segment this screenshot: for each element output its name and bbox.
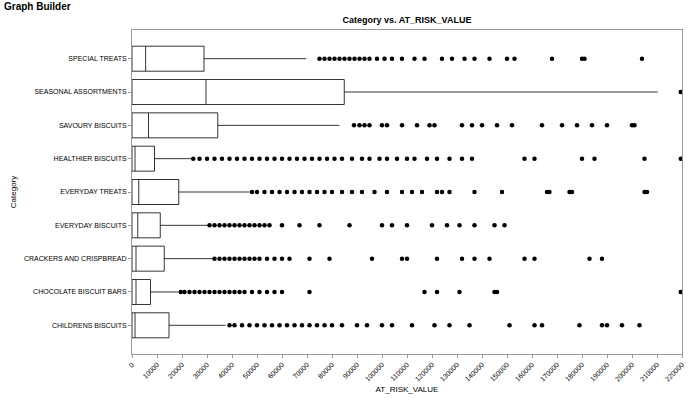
html-text:Graph Builder: Graph Builder [4,1,71,12]
svg-text:150000: 150000 [489,361,511,383]
svg-text:30000: 30000 [191,361,210,380]
svg-text:110000: 110000 [389,361,410,382]
svg-text:SEASONAL ASSORTMENTS: SEASONAL ASSORTMENTS [34,88,127,95]
svg-text:180000: 180000 [564,361,586,383]
svg-text:170000: 170000 [539,361,561,383]
svg-text:AT_RISK_VALUE: AT_RISK_VALUE [376,385,439,394]
svg-text:Category: Category [9,176,18,208]
svg-text:100000: 100000 [364,361,386,383]
svg-text:90000: 90000 [341,361,360,380]
svg-text:80000: 80000 [316,361,335,380]
svg-text:210000: 210000 [639,361,661,383]
svg-text:SPECIAL TREATS: SPECIAL TREATS [68,55,127,62]
svg-text:CHILDRENS BISCUITS: CHILDRENS BISCUITS [52,322,127,329]
svg-text:EVERYDAY BISCUITS: EVERYDAY BISCUITS [55,222,127,229]
svg-text:SAVOURY BISCUITS: SAVOURY BISCUITS [59,122,127,129]
svg-text:Category vs. AT_RISK_VALUE: Category vs. AT_RISK_VALUE [343,15,472,25]
svg-text:10000: 10000 [141,361,160,380]
svg-text:50000: 50000 [241,361,260,380]
svg-text:140000: 140000 [464,361,486,383]
svg-text:40000: 40000 [216,361,235,380]
svg-text:EVERYDAY TREATS: EVERYDAY TREATS [60,188,127,195]
svg-text:160000: 160000 [514,361,536,383]
svg-text:20000: 20000 [166,361,185,380]
svg-text:60000: 60000 [266,361,285,380]
svg-text:CHOCOLATE BISCUIT BARS: CHOCOLATE BISCUIT BARS [33,288,127,295]
svg-text:130000: 130000 [439,361,461,383]
svg-text:220000: 220000 [664,361,686,383]
svg-text:0: 0 [127,361,135,369]
svg-text:CRACKERS AND CRISPBREAD: CRACKERS AND CRISPBREAD [24,255,127,262]
svg-text:190000: 190000 [589,361,611,383]
svg-text:200000: 200000 [614,361,636,383]
svg-text:120000: 120000 [414,361,436,383]
svg-text:70000: 70000 [291,361,310,380]
svg-text:HEALTHIER BISCUITS: HEALTHIER BISCUITS [54,155,127,162]
